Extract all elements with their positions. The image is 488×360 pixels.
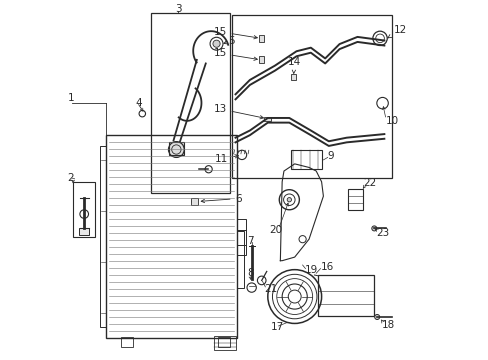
Bar: [317, 275, 373, 316]
Text: 2: 2: [67, 173, 74, 183]
Text: 15: 15: [213, 48, 257, 60]
Text: 3: 3: [175, 4, 181, 14]
Bar: [237, 220, 246, 255]
Bar: [237, 231, 244, 288]
Text: 15: 15: [213, 27, 257, 39]
Text: 13: 13: [213, 104, 263, 119]
Text: 21: 21: [264, 284, 277, 294]
Bar: [290, 149, 321, 169]
Bar: [231, 15, 391, 178]
Bar: [191, 198, 198, 205]
Text: 1: 1: [68, 93, 75, 103]
Bar: [73, 182, 95, 237]
Text: 4: 4: [135, 98, 142, 108]
Circle shape: [286, 198, 291, 202]
Text: 6: 6: [201, 194, 242, 203]
Text: 7: 7: [247, 236, 253, 246]
Text: 16: 16: [320, 262, 333, 272]
Circle shape: [374, 315, 379, 319]
Circle shape: [171, 145, 181, 154]
Bar: [348, 189, 362, 211]
Text: 14: 14: [287, 57, 300, 73]
Text: 19: 19: [304, 265, 317, 275]
Text: 12: 12: [387, 25, 406, 38]
Bar: [79, 228, 89, 234]
Text: 18: 18: [381, 320, 394, 330]
Text: 9: 9: [327, 150, 334, 161]
Bar: [258, 56, 263, 63]
Bar: [151, 13, 230, 193]
Bar: [100, 146, 106, 327]
Text: 22: 22: [363, 178, 376, 188]
Bar: [290, 74, 296, 80]
Bar: [217, 337, 230, 347]
Bar: [264, 117, 270, 121]
Bar: [121, 337, 133, 347]
Bar: [214, 336, 235, 350]
Bar: [258, 35, 263, 42]
Bar: [169, 142, 183, 155]
Text: 8: 8: [247, 268, 253, 278]
Circle shape: [212, 40, 220, 47]
Text: 5: 5: [224, 36, 235, 46]
Text: 11: 11: [215, 154, 238, 164]
Text: 10: 10: [386, 116, 399, 126]
Text: 20: 20: [269, 225, 282, 235]
Text: 17: 17: [270, 322, 283, 332]
Bar: [106, 135, 237, 338]
Circle shape: [371, 226, 376, 231]
Text: 23: 23: [376, 228, 389, 238]
